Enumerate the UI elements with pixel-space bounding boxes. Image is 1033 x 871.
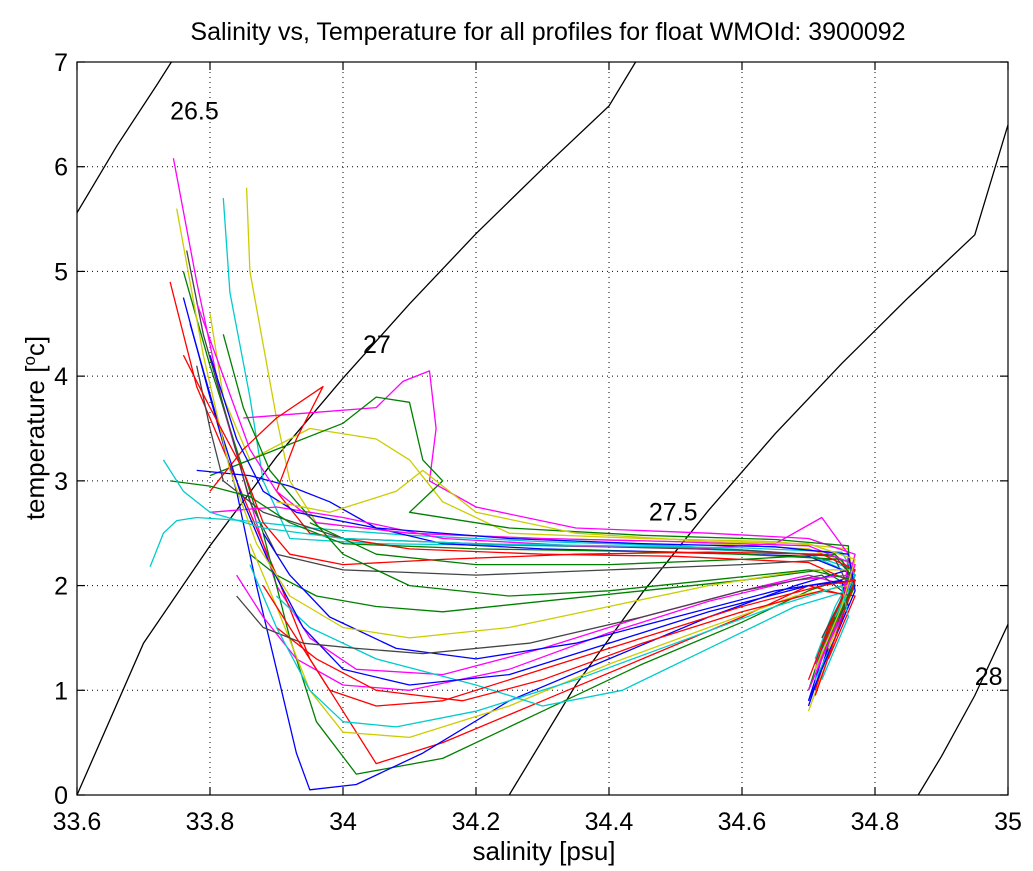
- profile-line: [276, 590, 856, 702]
- profile-line: [209, 396, 850, 649]
- density-contour-label: 28: [975, 663, 1003, 691]
- density-contour-label: 27.5: [649, 499, 698, 527]
- y-axis-ticks: 0 1 2 3 4 5 6 7: [54, 49, 1008, 810]
- x-tick-label: 34.2: [452, 808, 501, 836]
- profile-line: [186, 250, 850, 639]
- profile-line: [276, 469, 856, 670]
- density-contours: [77, 62, 1008, 795]
- y-tick-label: 6: [54, 154, 68, 182]
- x-tick-label: 34.8: [851, 808, 900, 836]
- profile-line: [262, 532, 850, 670]
- density-contour: [77, 62, 172, 214]
- density-contour: [77, 62, 637, 795]
- profile-line: [236, 574, 850, 691]
- y-tick-label: 4: [54, 363, 68, 391]
- density-contour: [917, 624, 1008, 795]
- y-tick-label: 0: [54, 782, 68, 810]
- plot-frame: [76, 61, 1009, 796]
- density-contour: [508, 124, 1008, 795]
- y-axis-label-main: temperature [: [20, 365, 50, 520]
- profile-line: [236, 574, 850, 660]
- profile-line: [162, 459, 856, 618]
- y-axis-label: temperature [oc]: [20, 336, 50, 520]
- x-tick-label: 34.6: [718, 808, 767, 836]
- x-tick-label: 33.8: [186, 808, 235, 836]
- y-tick-label: 7: [54, 49, 68, 77]
- x-axis-ticks: 33.6 33.8 34 34.2 34.4 34.6 34.8 35: [53, 62, 1022, 836]
- density-contour-label: 27: [363, 331, 391, 359]
- x-tick-label: 34.4: [585, 808, 634, 836]
- x-tick-label: 35: [994, 808, 1022, 836]
- profile-line: [209, 385, 850, 649]
- profile-line: [249, 564, 850, 728]
- profile-line: [182, 354, 856, 681]
- y-axis-label-end: c]: [20, 336, 50, 356]
- profile-line: [262, 579, 856, 707]
- chart-title: Salinity vs, Temperature for all profile…: [190, 18, 905, 46]
- profile-line: [209, 355, 856, 670]
- profile-line: [170, 480, 856, 654]
- x-tick-label: 34: [329, 808, 357, 836]
- profile-series: [149, 158, 856, 791]
- y-tick-label: 3: [54, 468, 68, 496]
- x-tick-label: 33.6: [53, 808, 102, 836]
- x-axis-label: salinity [psu]: [472, 836, 615, 866]
- profile-line: [222, 334, 856, 639]
- y-tick-label: 2: [54, 573, 68, 601]
- profile-line: [309, 522, 856, 691]
- y-tick-label: 5: [54, 258, 68, 286]
- y-tick-label: 1: [54, 677, 68, 705]
- density-contour-label: 26.5: [170, 98, 219, 126]
- y-axis-label-sup: o: [20, 356, 39, 365]
